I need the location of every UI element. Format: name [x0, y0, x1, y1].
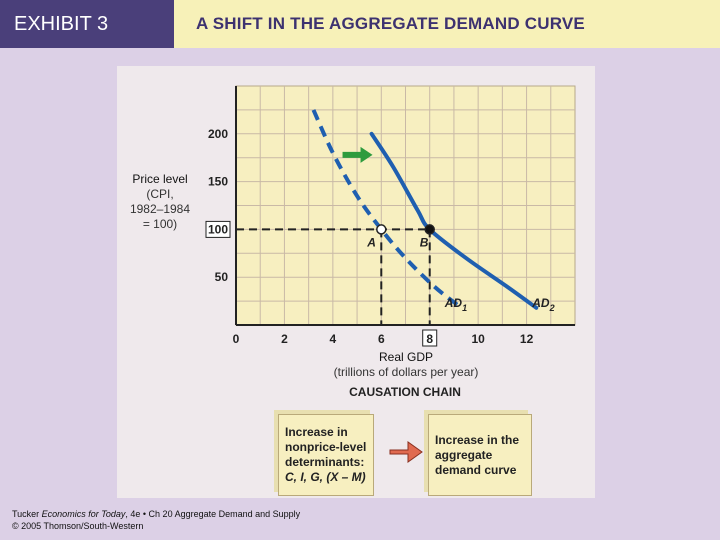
x-tick-label: 10	[471, 332, 485, 346]
x-tick-label: 6	[378, 332, 385, 346]
determinants-line: nonprice-level	[285, 440, 367, 454]
source-footer: Tucker Economics for Today, 4e • Ch 20 A…	[12, 508, 300, 532]
y-tick-label: 50	[215, 270, 229, 284]
point-label-a: A	[366, 235, 376, 249]
x-tick-label: 0	[233, 332, 240, 346]
series-label-ad1: AD1	[444, 296, 467, 313]
y-axis-label: Price level (CPI, 1982–1984 = 100)	[124, 172, 196, 232]
ad-increase-line: aggregate	[435, 448, 493, 462]
y-tick-label: 200	[208, 127, 228, 141]
determinants-box: Increase in nonprice-level determinants:…	[278, 414, 374, 496]
y-axis-label-line3: 1982–1984	[129, 202, 191, 216]
y-tick-label: 150	[208, 175, 228, 189]
y-axis-label-line2: (CPI,	[146, 187, 174, 201]
series-label-ad2: AD2	[531, 296, 554, 313]
causation-arrow-icon	[389, 441, 423, 463]
x-tick-label: 2	[281, 332, 288, 346]
shift-arrow-icon	[342, 146, 373, 163]
causation-chain-title: CAUSATION CHAIN	[349, 385, 461, 399]
footer-line1: Tucker Economics for Today, 4e • Ch 20 A…	[12, 509, 301, 519]
point-a	[376, 224, 387, 235]
x-tick-label: 4	[330, 332, 337, 346]
footer-line2: © 2005 Thomson/South-Western	[12, 521, 144, 531]
y-axis-label-line1: Price level	[132, 172, 188, 186]
determinants-line: Increase in	[285, 425, 348, 439]
series-line-ad1	[311, 109, 461, 308]
y-axis-label-line4: = 100)	[142, 217, 178, 231]
x-tick-highlight-box	[422, 329, 438, 347]
point-b	[424, 224, 435, 235]
determinants-line: C, I, G, (X – M)	[285, 470, 366, 484]
ad-increase-box: Increase in the aggregate demand curve	[428, 414, 532, 496]
ad-increase-line: demand curve	[435, 463, 517, 477]
ad-increase-line: Increase in the	[435, 433, 520, 447]
exhibit-title: A SHIFT IN THE AGGREGATE DEMAND CURVE	[174, 0, 720, 48]
x-tick-label: 8	[426, 332, 433, 346]
x-tick-label: 12	[520, 332, 534, 346]
exhibit-label: EXHIBIT 3	[0, 0, 174, 48]
x-axis-label-line1: Real GDP	[378, 350, 434, 364]
determinants-line: determinants:	[285, 455, 365, 469]
x-axis-label: Real GDP (trillions of dollars per year)	[316, 350, 496, 380]
y-tick-highlight-box	[205, 220, 231, 238]
x-axis-label-line2: (trillions of dollars per year)	[333, 365, 479, 379]
y-tick-label: 100	[208, 222, 228, 236]
point-label-b: B	[420, 235, 429, 249]
